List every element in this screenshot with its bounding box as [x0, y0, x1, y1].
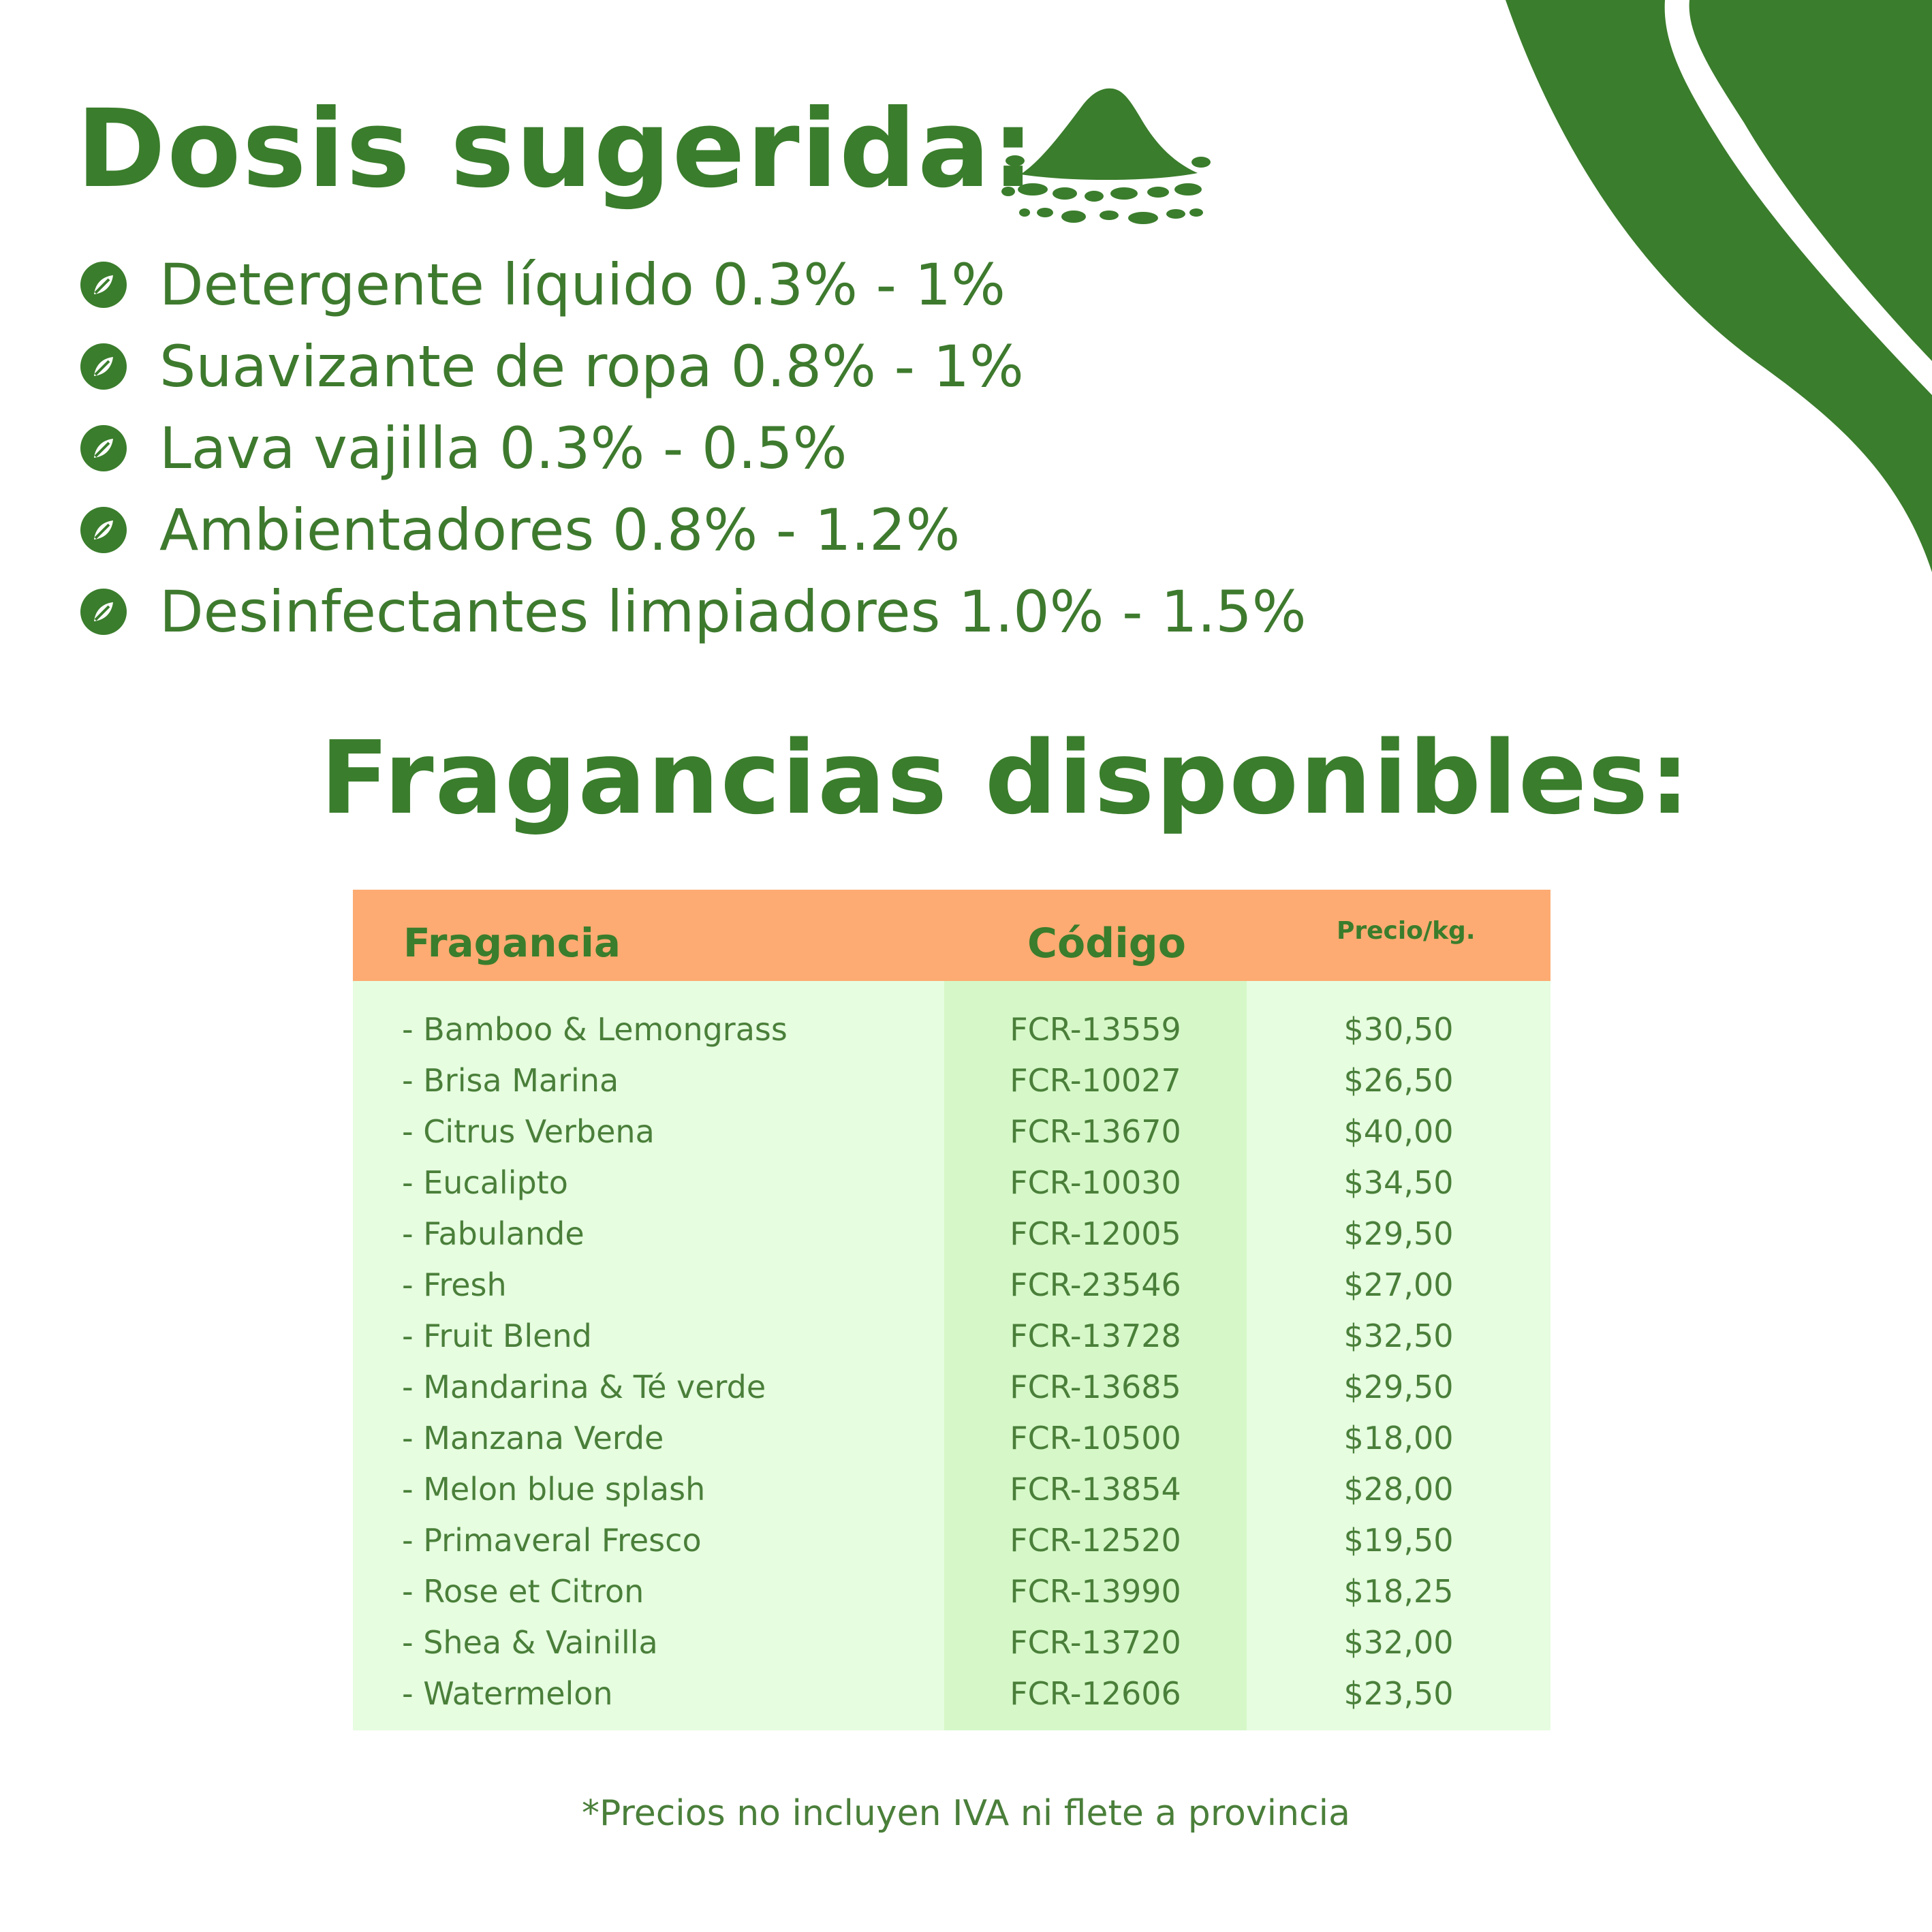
- dosis-item-label: Detergente líquido 0.3% - 1%: [159, 251, 1006, 318]
- fragrance-name-cell: - Citrus Verbena: [402, 1113, 655, 1150]
- code-cell: FCR-12606: [1010, 1675, 1181, 1712]
- fragrance-name-cell: - Watermelon: [402, 1675, 613, 1712]
- table-row: - Fresh FCR-23546 $27,00: [353, 1260, 1551, 1311]
- dosis-item-label: Lava vajilla 0.3% - 0.5%: [159, 415, 847, 482]
- dosis-item: Ambientadores 0.8% - 1.2%: [79, 489, 1307, 571]
- table-row: - Brisa Marina FCR-10027 $26,50: [353, 1055, 1551, 1106]
- code-cell: FCR-13720: [1010, 1624, 1181, 1661]
- fragrance-name-cell: - Melon blue splash: [402, 1471, 706, 1508]
- code-cell: FCR-13559: [1010, 1011, 1181, 1048]
- dosis-list: Detergente líquido 0.3% - 1% Suavizante …: [79, 244, 1307, 653]
- fragrance-name-cell: - Fruit Blend: [402, 1318, 592, 1354]
- fragrance-name-cell: - Mandarina & Té verde: [402, 1369, 766, 1405]
- price-cell: $27,00: [1343, 1266, 1454, 1303]
- dosis-title: Dosis sugerida:: [76, 87, 1036, 212]
- fragrance-name-cell: - Eucalipto: [402, 1164, 568, 1201]
- fragrance-name-cell: - Bamboo & Lemongrass: [402, 1011, 788, 1048]
- leaf-icon: [79, 505, 128, 555]
- code-cell: FCR-13685: [1010, 1369, 1181, 1405]
- column-header-fragancia: Fragancia: [403, 920, 621, 966]
- fragancias-title: Fragancias disponibles:: [320, 719, 1692, 837]
- fragrance-name-cell: - Manzana Verde: [402, 1420, 664, 1456]
- table-row: - Shea & Vainilla FCR-13720 $32,00: [353, 1617, 1551, 1668]
- dosis-item: Lava vajilla 0.3% - 0.5%: [79, 407, 1307, 489]
- dosis-item: Suavizante de ropa 0.8% - 1%: [79, 326, 1307, 407]
- table-row: - Bamboo & Lemongrass FCR-13559 $30,50: [353, 1004, 1551, 1055]
- price-cell: $40,00: [1343, 1113, 1454, 1150]
- price-cell: $29,50: [1343, 1369, 1454, 1405]
- leaf-icon: [79, 260, 128, 309]
- table-row: - Primaveral Fresco FCR-12520 $19,50: [353, 1515, 1551, 1566]
- code-cell: FCR-10027: [1010, 1062, 1181, 1099]
- table-row: - Mandarina & Té verde FCR-13685 $29,50: [353, 1362, 1551, 1413]
- column-header-codigo: Código: [1027, 920, 1186, 967]
- powder-pile-icon: [1001, 88, 1211, 224]
- table-row: - Rose et Citron FCR-13990 $18,25: [353, 1566, 1551, 1617]
- leaf-icon: [79, 342, 128, 391]
- leaf-icon: [79, 587, 128, 636]
- price-cell: $29,50: [1343, 1215, 1454, 1252]
- footnote: *Precios no incluyen IVA ni flete a prov…: [582, 1793, 1350, 1834]
- price-cell: $30,50: [1343, 1011, 1454, 1048]
- table-body: - Bamboo & Lemongrass FCR-13559 $30,50 - Br…: [353, 981, 1551, 1730]
- fragrance-name-cell: - Primaveral Fresco: [402, 1522, 702, 1559]
- price-cell: $28,00: [1343, 1471, 1454, 1508]
- table-row: - Manzana Verde FCR-10500 $18,00: [353, 1413, 1551, 1464]
- dosis-item-label: Suavizante de ropa 0.8% - 1%: [159, 333, 1024, 400]
- code-cell: FCR-13670: [1010, 1113, 1181, 1150]
- fragancias-table: Fragancia Código Precio/kg. - Bamboo & L…: [353, 890, 1551, 1730]
- code-cell: FCR-10030: [1010, 1164, 1181, 1201]
- code-cell: FCR-12005: [1010, 1215, 1181, 1252]
- table-row: - Fruit Blend FCR-13728 $32,50: [353, 1311, 1551, 1362]
- code-cell: FCR-13990: [1010, 1573, 1181, 1610]
- price-cell: $26,50: [1343, 1062, 1454, 1099]
- dosis-item-label: Ambientadores 0.8% - 1.2%: [159, 497, 961, 563]
- price-cell: $23,50: [1343, 1675, 1454, 1712]
- code-cell: FCR-13728: [1010, 1318, 1181, 1354]
- table-rows: - Bamboo & Lemongrass FCR-13559 $30,50 - Br…: [353, 1004, 1551, 1719]
- dosis-item-label: Desinfectantes limpiadores 1.0% - 1.5%: [159, 578, 1307, 645]
- table-row: - Eucalipto FCR-10030 $34,50: [353, 1157, 1551, 1209]
- dosis-item: Desinfectantes limpiadores 1.0% - 1.5%: [79, 571, 1307, 653]
- fragrance-name-cell: - Rose et Citron: [402, 1573, 644, 1610]
- fragrance-name-cell: - Brisa Marina: [402, 1062, 619, 1099]
- table-row: - Watermelon FCR-12606 $23,50: [353, 1668, 1551, 1719]
- code-column-band: [944, 981, 1247, 1730]
- fragrance-name-cell: - Fabulande: [402, 1215, 585, 1252]
- price-cell: $19,50: [1343, 1522, 1454, 1559]
- price-cell: $32,00: [1343, 1624, 1454, 1661]
- price-cell: $32,50: [1343, 1318, 1454, 1354]
- table-row: - Fabulande FCR-12005 $29,50: [353, 1209, 1551, 1260]
- code-cell: FCR-23546: [1010, 1266, 1181, 1303]
- price-cell: $18,25: [1343, 1573, 1454, 1610]
- fragrance-name-cell: - Fresh: [402, 1266, 507, 1303]
- code-cell: FCR-12520: [1010, 1522, 1181, 1559]
- price-cell: $34,50: [1343, 1164, 1454, 1201]
- table-row: - Citrus Verbena FCR-13670 $40,00: [353, 1106, 1551, 1157]
- dosis-item: Detergente líquido 0.3% - 1%: [79, 244, 1307, 326]
- code-cell: FCR-10500: [1010, 1420, 1181, 1456]
- table-row: - Melon blue splash FCR-13854 $28,00: [353, 1464, 1551, 1515]
- leaf-icon: [79, 424, 128, 473]
- price-cell: $18,00: [1343, 1420, 1454, 1456]
- fragrance-name-cell: - Shea & Vainilla: [402, 1624, 658, 1661]
- column-header-precio: Precio/kg.: [1337, 917, 1476, 945]
- code-cell: FCR-13854: [1010, 1471, 1181, 1508]
- table-header: Fragancia Código Precio/kg.: [353, 890, 1551, 981]
